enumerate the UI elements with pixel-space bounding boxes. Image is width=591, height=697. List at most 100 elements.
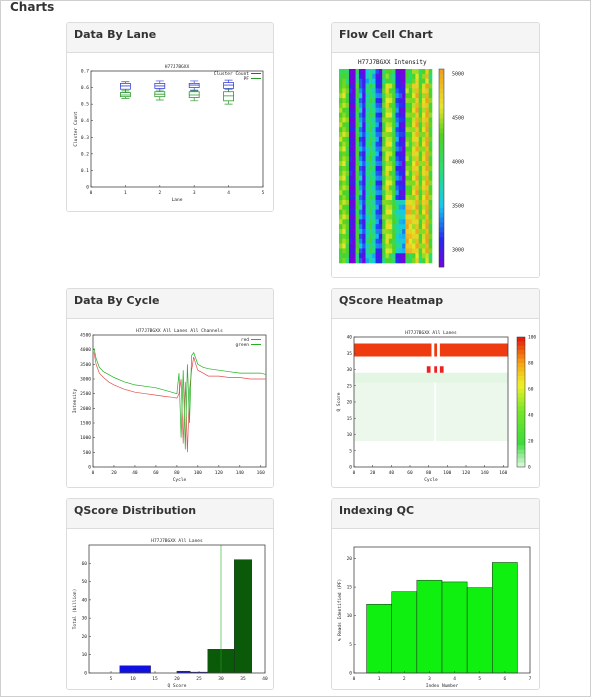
heatmap-cell bbox=[425, 229, 429, 235]
heatmap-cell bbox=[375, 122, 380, 128]
heatmap-cell bbox=[425, 132, 429, 138]
heatmap-cell bbox=[372, 136, 376, 143]
heatmap-cell bbox=[428, 190, 433, 196]
heatmap-cell bbox=[378, 122, 383, 128]
heatmap-cell bbox=[412, 166, 416, 172]
heatmap-cell bbox=[412, 170, 416, 176]
heatmap-cell bbox=[348, 214, 353, 220]
heatmap-cell bbox=[422, 214, 426, 220]
heatmap-cell bbox=[362, 185, 366, 191]
heatmap-cell bbox=[348, 78, 353, 84]
colorbar-segment bbox=[439, 177, 444, 184]
heatmap-cell bbox=[378, 69, 383, 75]
heatmap-cell bbox=[368, 69, 373, 75]
heatmap-cell bbox=[378, 229, 383, 235]
heatmap-cell bbox=[395, 102, 400, 109]
x-tick-label: 120 bbox=[215, 470, 223, 476]
heatmap-cell bbox=[339, 166, 343, 172]
heatmap-cell bbox=[375, 151, 380, 157]
heatmap-cell bbox=[408, 88, 413, 94]
heatmap-cell bbox=[385, 151, 390, 157]
heatmap-cell bbox=[362, 209, 366, 215]
colorbar-segment bbox=[517, 402, 525, 407]
heatmap-cell bbox=[412, 180, 416, 186]
x-tick-label: 3 bbox=[428, 676, 431, 682]
heatmap-cell bbox=[408, 83, 413, 89]
heatmap-cell bbox=[368, 151, 373, 157]
heatmap-cell bbox=[388, 98, 393, 104]
heatmap-cell bbox=[405, 253, 410, 259]
heatmap-cell bbox=[378, 180, 383, 186]
heatmap-cell bbox=[398, 258, 403, 264]
heatmap-cell bbox=[382, 93, 386, 99]
heatmap-cell bbox=[382, 122, 386, 128]
heatmap-cell bbox=[358, 78, 363, 84]
heatmap-cell bbox=[422, 161, 426, 167]
heatmap-cell bbox=[392, 204, 396, 210]
heatmap-cell bbox=[415, 141, 420, 147]
heatmap-cell bbox=[339, 180, 343, 186]
heatmap-cell bbox=[412, 93, 416, 99]
heatmap-cell bbox=[425, 180, 429, 186]
heatmap-cell bbox=[339, 243, 343, 249]
qscore-heatmap-chart: 0 20 40 60 80 100 120 140 160 0 5 10 15 20 25 30 35 40 H77… bbox=[332, 319, 539, 487]
heatmap-cell bbox=[372, 73, 376, 79]
heatmap-cell bbox=[355, 229, 360, 235]
heatmap-cell bbox=[428, 214, 433, 220]
heatmap-cell bbox=[388, 83, 393, 89]
heatmap-cell bbox=[405, 185, 410, 191]
heatmap-cell bbox=[405, 258, 410, 264]
colorbar-segment bbox=[439, 108, 444, 114]
heatmap-cell bbox=[412, 122, 416, 128]
heatmap-cell bbox=[352, 83, 356, 89]
heatmap-cell bbox=[362, 190, 366, 196]
heatmap-cell bbox=[378, 170, 383, 176]
heatmap-cell bbox=[348, 146, 353, 152]
y-tick-label: 5 bbox=[349, 642, 352, 648]
heatmap-cell bbox=[365, 175, 370, 181]
x-tick-label: 6 bbox=[503, 676, 506, 682]
heatmap-cell bbox=[345, 102, 350, 109]
heatmap-cell bbox=[398, 229, 403, 235]
colorbar-segment bbox=[517, 449, 525, 455]
heatmap-cell bbox=[422, 195, 426, 201]
heatmap-cell bbox=[339, 199, 343, 206]
heatmap-cell bbox=[392, 175, 396, 181]
heatmap-cell bbox=[415, 156, 420, 162]
y-tick-label: 35 bbox=[347, 351, 353, 357]
heatmap-cell bbox=[342, 69, 346, 75]
heatmap-cell bbox=[345, 199, 350, 206]
heatmap-cell bbox=[365, 224, 370, 230]
y-tick-label: 0.1 bbox=[81, 168, 89, 174]
heatmap-cell bbox=[342, 73, 346, 79]
colorbar-segment bbox=[517, 458, 525, 463]
heatmap-cell bbox=[398, 175, 403, 181]
heatmap-cell bbox=[422, 141, 426, 147]
x-tick-label: 40 bbox=[132, 470, 138, 476]
x-tick-label: 20 bbox=[174, 676, 180, 682]
heatmap-cell bbox=[388, 209, 393, 215]
plot-frame bbox=[92, 334, 267, 468]
heatmap-cell bbox=[405, 136, 410, 143]
heatmap-cell bbox=[348, 88, 353, 94]
heatmap-cell bbox=[382, 195, 386, 201]
heatmap-cell bbox=[362, 170, 366, 176]
y-tick-label: 20 bbox=[347, 400, 353, 406]
heatmap-cell bbox=[362, 233, 366, 240]
heatmap-cell bbox=[392, 69, 396, 75]
heatmap-cell bbox=[408, 233, 413, 240]
heatmap-cell bbox=[425, 122, 429, 128]
heatmap-cell bbox=[412, 132, 416, 138]
heatmap-cell bbox=[342, 83, 346, 89]
heatmap-cell bbox=[352, 117, 356, 123]
heatmap-cell bbox=[392, 229, 396, 235]
y-tick-label: 60 bbox=[82, 561, 88, 567]
bar bbox=[233, 559, 252, 674]
heatmap-cell bbox=[405, 78, 410, 84]
heatmap-cell bbox=[339, 122, 343, 128]
chart-title: H77J7BGXX All Lanes All Channels bbox=[136, 328, 223, 334]
heatmap-cell bbox=[365, 243, 370, 249]
heatmap-cell bbox=[372, 141, 376, 147]
panel-title: Indexing QC bbox=[332, 499, 539, 529]
heatmap-cell bbox=[422, 132, 426, 138]
